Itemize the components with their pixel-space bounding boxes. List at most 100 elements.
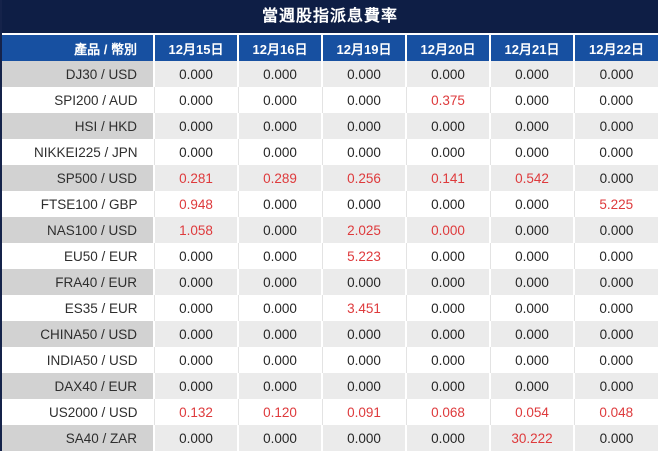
product-cell: FRA40 / EUR — [2, 269, 154, 295]
value-cell: 0.000 — [321, 61, 406, 87]
value-cell: 0.375 — [405, 87, 490, 113]
value-cell: 0.000 — [321, 321, 406, 347]
value-cell: 0.000 — [405, 347, 490, 373]
column-header-date: 12月20日 — [405, 35, 490, 61]
value-cell: 0.000 — [321, 139, 406, 165]
value-cell: 0.000 — [237, 373, 322, 399]
product-cell: CHINA50 / USD — [2, 321, 154, 347]
value-cell: 0.000 — [573, 165, 658, 191]
value-cell: 0.000 — [321, 425, 406, 451]
value-cell: 0.000 — [489, 243, 574, 269]
value-cell: 0.000 — [573, 347, 658, 373]
table-row: ES35 / EUR 0.000 0.000 3.451 0.000 0.000 0.000 — [2, 295, 658, 321]
value-cell: 0.000 — [153, 425, 238, 451]
value-cell: 0.000 — [153, 61, 238, 87]
table-row: CHINA50 / USD 0.000 0.000 0.000 0.000 0.000 0.… — [2, 321, 658, 347]
table-row: NIKKEI225 / JPN 0.000 0.000 0.000 0.000 0.000… — [2, 139, 658, 165]
value-cell: 0.281 — [153, 165, 238, 191]
value-cell: 0.000 — [573, 113, 658, 139]
value-cell: 0.256 — [321, 165, 406, 191]
table-body: DJ30 / USD 0.000 0.000 0.000 0.000 0.000 0.000… — [2, 61, 658, 451]
table-row: SPI200 / AUD 0.000 0.000 0.000 0.375 0.000 0.0… — [2, 87, 658, 113]
value-cell: 0.000 — [321, 87, 406, 113]
value-cell: 0.000 — [573, 321, 658, 347]
value-cell: 0.000 — [237, 425, 322, 451]
column-header-date: 12月21日 — [489, 35, 574, 61]
value-cell: 0.000 — [237, 113, 322, 139]
value-cell: 0.000 — [153, 373, 238, 399]
value-cell: 0.000 — [237, 295, 322, 321]
value-cell: 0.000 — [237, 243, 322, 269]
table-row: HSI / HKD 0.000 0.000 0.000 0.000 0.000 0.000 — [2, 113, 658, 139]
value-cell: 0.054 — [489, 399, 574, 425]
value-cell: 0.141 — [405, 165, 490, 191]
value-cell: 0.000 — [153, 347, 238, 373]
table-row: SA40 / ZAR 0.000 0.000 0.000 0.000 30.222 0.00… — [2, 425, 658, 451]
product-cell: HSI / HKD — [2, 113, 154, 139]
value-cell: 0.000 — [489, 139, 574, 165]
product-cell: DAX40 / EUR — [2, 373, 154, 399]
value-cell: 0.132 — [153, 399, 238, 425]
value-cell: 0.068 — [405, 399, 490, 425]
value-cell: 0.000 — [405, 191, 490, 217]
table-row: DJ30 / USD 0.000 0.000 0.000 0.000 0.000 0.000 — [2, 61, 658, 87]
value-cell: 0.000 — [489, 269, 574, 295]
value-cell: 0.948 — [153, 191, 238, 217]
value-cell: 0.000 — [237, 321, 322, 347]
value-cell: 0.000 — [573, 139, 658, 165]
table-row: FTSE100 / GBP 0.948 0.000 0.000 0.000 0.000 5.… — [2, 191, 658, 217]
value-cell: 0.000 — [153, 139, 238, 165]
value-cell: 0.000 — [321, 113, 406, 139]
value-cell: 0.000 — [489, 113, 574, 139]
dividend-table: 產品 / 幣別 12月15日 12月16日 12月19日 12月20日 12月21日 12… — [2, 35, 658, 451]
product-column-header: 產品 / 幣別 — [2, 35, 154, 61]
value-cell: 0.000 — [405, 113, 490, 139]
value-cell: 1.058 — [153, 217, 238, 243]
value-cell: 0.000 — [237, 139, 322, 165]
value-cell: 0.000 — [153, 321, 238, 347]
value-cell: 0.289 — [237, 165, 322, 191]
value-cell: 0.000 — [573, 87, 658, 113]
product-cell: DJ30 / USD — [2, 61, 154, 87]
value-cell: 5.225 — [573, 191, 658, 217]
value-cell: 0.000 — [489, 217, 574, 243]
value-cell: 5.223 — [321, 243, 406, 269]
value-cell: 0.000 — [405, 295, 490, 321]
page-title: 當週股指派息費率 — [2, 0, 658, 33]
value-cell: 0.000 — [573, 217, 658, 243]
table-row: US2000 / USD 0.132 0.120 0.091 0.068 0.054 0.0… — [2, 399, 658, 425]
header-row: 產品 / 幣別 12月15日 12月16日 12月19日 12月20日 12月21日 12… — [2, 35, 658, 61]
value-cell: 0.000 — [489, 373, 574, 399]
value-cell: 3.451 — [321, 295, 406, 321]
product-cell: EU50 / EUR — [2, 243, 154, 269]
value-cell: 0.000 — [153, 243, 238, 269]
column-header-date: 12月15日 — [153, 35, 238, 61]
value-cell: 0.000 — [489, 191, 574, 217]
value-cell: 0.000 — [573, 295, 658, 321]
table-row: FRA40 / EUR 0.000 0.000 0.000 0.000 0.000 0.00… — [2, 269, 658, 295]
value-cell: 0.000 — [405, 269, 490, 295]
value-cell: 0.091 — [321, 399, 406, 425]
product-cell: NIKKEI225 / JPN — [2, 139, 154, 165]
value-cell: 0.000 — [405, 139, 490, 165]
product-cell: SP500 / USD — [2, 165, 154, 191]
value-cell: 0.000 — [153, 113, 238, 139]
product-cell: US2000 / USD — [2, 399, 154, 425]
value-cell: 0.000 — [489, 321, 574, 347]
value-cell: 0.000 — [153, 87, 238, 113]
value-cell: 0.000 — [573, 243, 658, 269]
value-cell: 0.000 — [237, 269, 322, 295]
column-header-date: 12月19日 — [321, 35, 406, 61]
value-cell: 0.000 — [489, 347, 574, 373]
value-cell: 0.000 — [573, 269, 658, 295]
value-cell: 0.000 — [321, 347, 406, 373]
value-cell: 0.000 — [321, 191, 406, 217]
value-cell: 0.000 — [405, 373, 490, 399]
value-cell: 0.000 — [405, 425, 490, 451]
product-cell: SPI200 / AUD — [2, 87, 154, 113]
product-cell: ES35 / EUR — [2, 295, 154, 321]
product-cell: INDIA50 / USD — [2, 347, 154, 373]
value-cell: 0.000 — [405, 321, 490, 347]
value-cell: 0.000 — [405, 61, 490, 87]
